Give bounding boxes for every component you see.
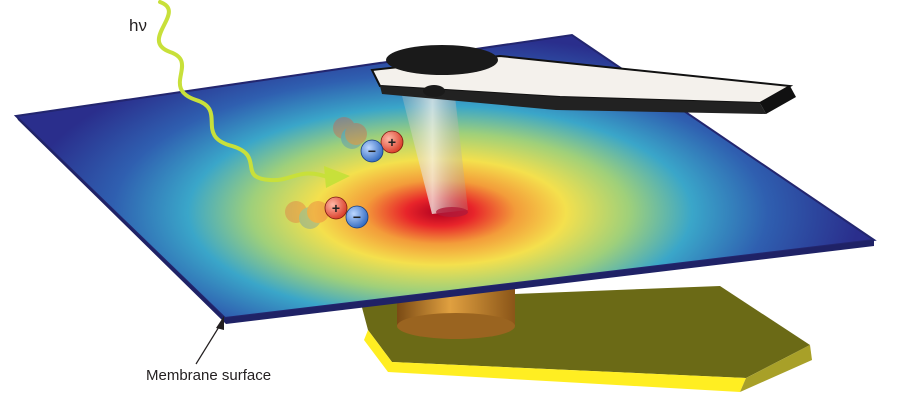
ion-pair-lower: + − (324, 196, 369, 229)
photon-wave-icon (156, 0, 350, 188)
afm-cantilever-icon (370, 45, 796, 217)
ion-trail-lower (285, 201, 329, 229)
positive-ion (324, 196, 348, 220)
membrane-pointer-arrow (195, 316, 224, 365)
negative-sign: − (368, 143, 376, 159)
ion-trail-upper (333, 117, 367, 149)
positive-sign: + (388, 134, 396, 150)
negative-sign: − (353, 209, 361, 225)
membrane-surface-label: Membrane surface (146, 367, 272, 384)
negative-ion (345, 205, 369, 229)
pedestal-side (740, 345, 812, 392)
positive-ion (380, 130, 404, 154)
probe-cone (397, 70, 468, 214)
cantilever-beam-side (760, 86, 796, 114)
photon-label: hν (129, 16, 147, 35)
positive-sign: + (332, 200, 340, 216)
negative-ion (360, 139, 384, 163)
ion-pair-upper: + − (360, 130, 404, 163)
cantilever-chip (386, 45, 498, 75)
pedestal-face (364, 330, 746, 392)
